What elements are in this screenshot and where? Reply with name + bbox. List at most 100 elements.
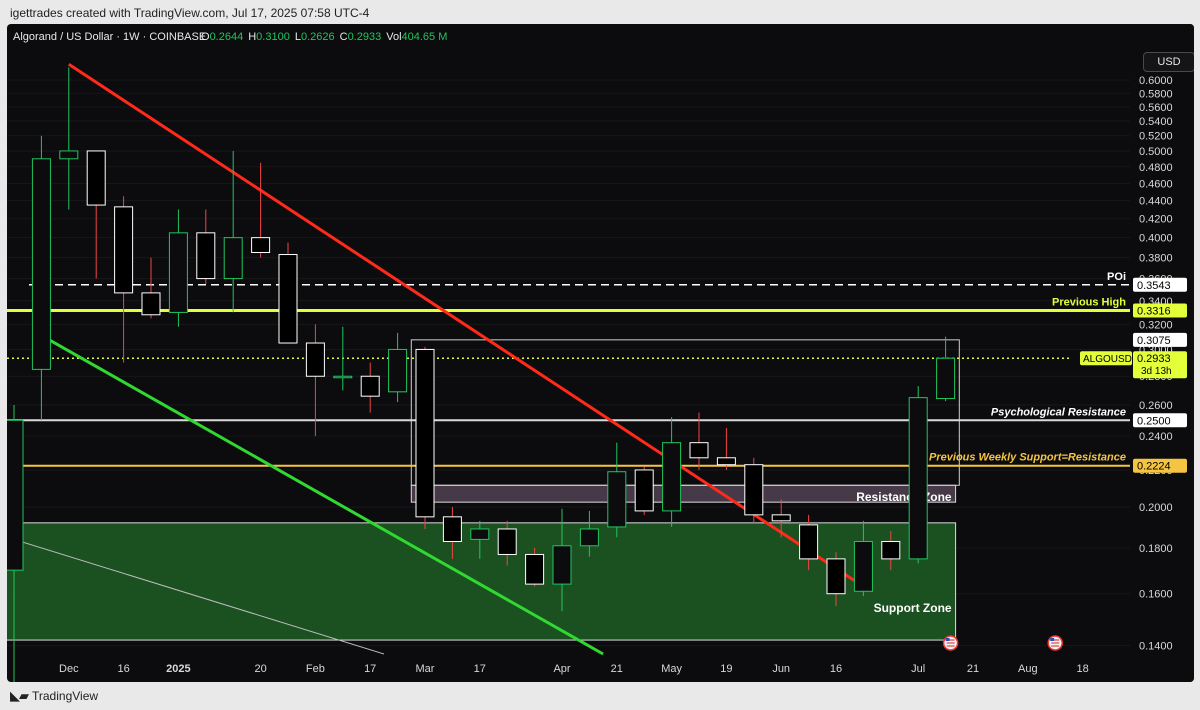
POi-tag-text: 0.3543 [1137, 280, 1171, 292]
weekly-support-tag [1133, 458, 1187, 473]
candle-body-up [908, 397, 928, 560]
price-tick-label: 0.3200 [1139, 319, 1173, 331]
candle-body-down [360, 375, 380, 397]
candle [114, 196, 134, 363]
time-tick-label: 20 [254, 663, 266, 675]
candle-body-down [744, 464, 764, 516]
candle-body-up [7, 419, 24, 571]
candle-body-down [305, 342, 325, 377]
time-tick-label: 21 [611, 663, 623, 675]
candle-body-up [853, 541, 873, 592]
price-tick-label: 0.2400 [1139, 431, 1173, 443]
price-tick-label: 0.5800 [1139, 88, 1173, 100]
psych-resistance-label: Psychological Resistance [991, 406, 1126, 418]
candle [223, 150, 243, 313]
candle [86, 150, 106, 279]
candle [662, 417, 682, 527]
candle [525, 547, 545, 587]
event-markers [942, 635, 1063, 651]
candle-body-up [662, 442, 682, 512]
current-price-tag-text: 0.2933 [1137, 353, 1171, 365]
candle-body-up [388, 348, 408, 393]
candle [251, 162, 271, 258]
time-tick-label: Mar [416, 663, 435, 675]
price-tick-label: 0.4000 [1139, 233, 1173, 245]
header-c-label: C [340, 31, 348, 43]
chart-panel[interactable]: Resistance Zone Support Zone POi Previous … [7, 24, 1194, 682]
chart-credit: igettrades created with TradingView.com,… [10, 6, 370, 20]
candle-body-down [251, 237, 271, 254]
box-top-tag-text: 0.3075 [1137, 335, 1171, 347]
candle-body-down [881, 541, 901, 560]
candle-body-up [936, 357, 956, 400]
green-support-trendline [35, 331, 604, 656]
support-zone-label: Support Zone [874, 601, 952, 615]
price-tags: 0.35430.33160.25000.22240.30750.28860.29… [1080, 277, 1187, 473]
price-tick-label: 0.5600 [1139, 102, 1173, 114]
previous-high-tag-text: 0.3316 [1137, 306, 1171, 318]
psych-resistance-tag-text: 0.2500 [1137, 415, 1171, 427]
candle-body-down [141, 292, 161, 316]
candle [470, 520, 490, 559]
header-o-value: 0.2644 [210, 31, 244, 43]
candle [31, 135, 51, 421]
candle-body-up [31, 158, 51, 370]
price-tick-label: 0.1800 [1139, 543, 1173, 555]
candle [881, 531, 901, 571]
time-tick-label: 17 [364, 663, 376, 675]
candle [305, 324, 325, 437]
flag-canton [945, 638, 950, 641]
candle-body-up [607, 471, 627, 528]
trendlines-layer [7, 62, 865, 656]
candle [333, 326, 353, 391]
header-o-label: O [201, 31, 210, 43]
candle [196, 209, 216, 285]
candle [908, 386, 928, 564]
POi-tag [1133, 277, 1187, 292]
price-tick-label: 0.4200 [1139, 214, 1173, 226]
zones-layer: Resistance Zone Support Zone [7, 339, 960, 641]
time-tick-label: Dec [59, 663, 79, 675]
red-downtrend-trendline [67, 62, 865, 588]
candle-body-down [442, 516, 462, 543]
header-l-label: L [295, 31, 301, 43]
candle-body-down [799, 524, 819, 560]
currency-button[interactable]: USD [1143, 52, 1194, 72]
flag-canton [1050, 638, 1055, 641]
candle [744, 457, 764, 523]
candle-body-down [771, 514, 791, 522]
footer-branding: ◣▰ TradingView [10, 688, 98, 704]
candle [168, 209, 188, 327]
time-tick-label: 2025 [166, 663, 190, 675]
tradingview-logo-text: TradingView [32, 689, 99, 703]
time-tick-label: Jul [911, 663, 925, 675]
price-tick-label: 0.1400 [1139, 641, 1173, 653]
candle [442, 506, 462, 559]
candle [388, 332, 408, 403]
header-h-value: 0.3100 [256, 31, 290, 43]
time-tick-label: Aug [1018, 663, 1038, 675]
levels-layer: POi Previous High Psychological Resistance… [7, 271, 1130, 467]
candle-body-down [86, 150, 106, 206]
symbol-title: Algorand / US Dollar · 1W · COINBASE [13, 31, 206, 43]
white-line-trendline [7, 536, 385, 655]
price-chart[interactable]: Resistance Zone Support Zone POi Previous … [7, 24, 1194, 682]
range-box [410, 339, 960, 486]
candle [771, 499, 791, 538]
weekly-support-label: Previous Weekly Support=Resistance [929, 452, 1126, 464]
time-axis: Dec 16 2025 20 Feb 17 Mar 17 Apr 21 May 19 Jun 16 Jul 2… [59, 663, 1089, 675]
header-h-label: H [248, 31, 256, 43]
price-tick-label: 0.4800 [1139, 162, 1173, 174]
candle-body-up [552, 545, 572, 585]
box-top-tag [1133, 332, 1187, 347]
price-tick-label: 0.2000 [1139, 502, 1173, 514]
weekly-support-tag-text: 0.2224 [1137, 461, 1171, 473]
candle [360, 362, 380, 413]
time-tick-label: 16 [830, 663, 842, 675]
price-tick-label: 0.4600 [1139, 178, 1173, 190]
current-price-tag [1133, 351, 1187, 379]
candle [634, 466, 654, 515]
time-tick-label: 16 [117, 663, 129, 675]
candle-body-up [223, 237, 243, 280]
time-tick-label: Apr [553, 663, 570, 675]
